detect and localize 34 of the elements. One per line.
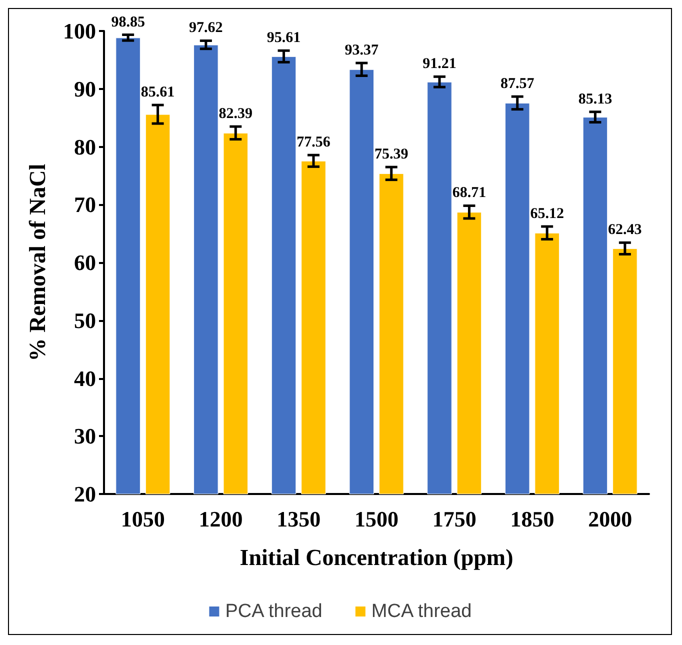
data-label: 91.21 [422,56,456,72]
legend-label: PCA thread [225,601,322,622]
x-tick-label: 1350 [276,506,321,532]
x-tick-label: 2000 [588,506,632,532]
x-tick-label: 1750 [432,506,476,532]
data-label: 75.39 [374,146,408,163]
data-label: 85.13 [578,91,612,108]
y-tick-label: 100 [63,18,96,44]
data-label: 93.37 [344,42,380,59]
data-label: 65.12 [530,206,564,222]
data-label: 68.71 [452,185,486,202]
data-label: 97.62 [189,20,223,36]
x-axis-title: Initial Concentration (ppm) [240,545,514,570]
x-tick-label: 1500 [354,506,398,532]
y-tick-label: 70 [74,192,96,218]
x-tick-label: 1850 [510,506,554,532]
data-label: 77.56 [296,134,331,151]
y-tick-label: 50 [74,308,96,333]
data-label: 85.61 [140,84,175,101]
x-tick-label: 1200 [198,506,243,532]
legend-label: MCA thread [371,601,472,622]
x-tick-label: 1050 [120,506,165,532]
data-label: 62.43 [608,222,642,238]
data-label: 82.39 [218,106,253,122]
y-axis-title: % Removal of NaCl [25,164,50,362]
y-tick-label: 80 [74,134,96,160]
y-tick-label: 30 [74,424,96,449]
data-label: 87.57 [500,76,535,92]
data-label: 95.61 [266,30,301,46]
y-tick-label: 40 [74,366,96,391]
y-tick-label: 60 [74,250,96,275]
y-tick-label: 20 [74,482,96,506]
y-tick-label: 90 [74,76,96,102]
data-label: 98.85 [111,14,145,30]
